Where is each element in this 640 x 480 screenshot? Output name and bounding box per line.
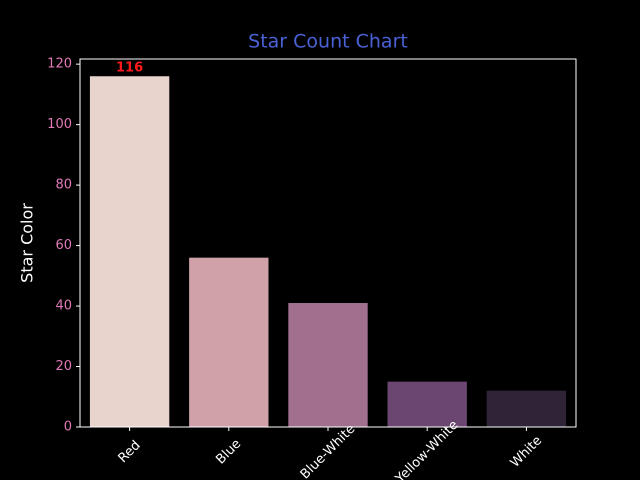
chart-title: Star Count Chart (248, 31, 408, 53)
bar (89, 76, 170, 427)
y-axis-label: Star Color (18, 203, 37, 283)
value-label: 116 (116, 61, 143, 76)
y-tick-label: 20 (55, 359, 72, 374)
y-tick-label: 80 (55, 178, 72, 193)
bar (486, 390, 567, 427)
y-tick-label: 60 (55, 238, 72, 253)
y-tick-label: 0 (64, 420, 72, 435)
plot-frame (79, 58, 577, 428)
bar (189, 257, 269, 427)
bar (387, 381, 467, 427)
bar (288, 303, 368, 427)
y-tick-label: 120 (47, 57, 72, 72)
y-tick-label: 40 (55, 299, 72, 314)
y-tick-label: 100 (47, 117, 72, 132)
